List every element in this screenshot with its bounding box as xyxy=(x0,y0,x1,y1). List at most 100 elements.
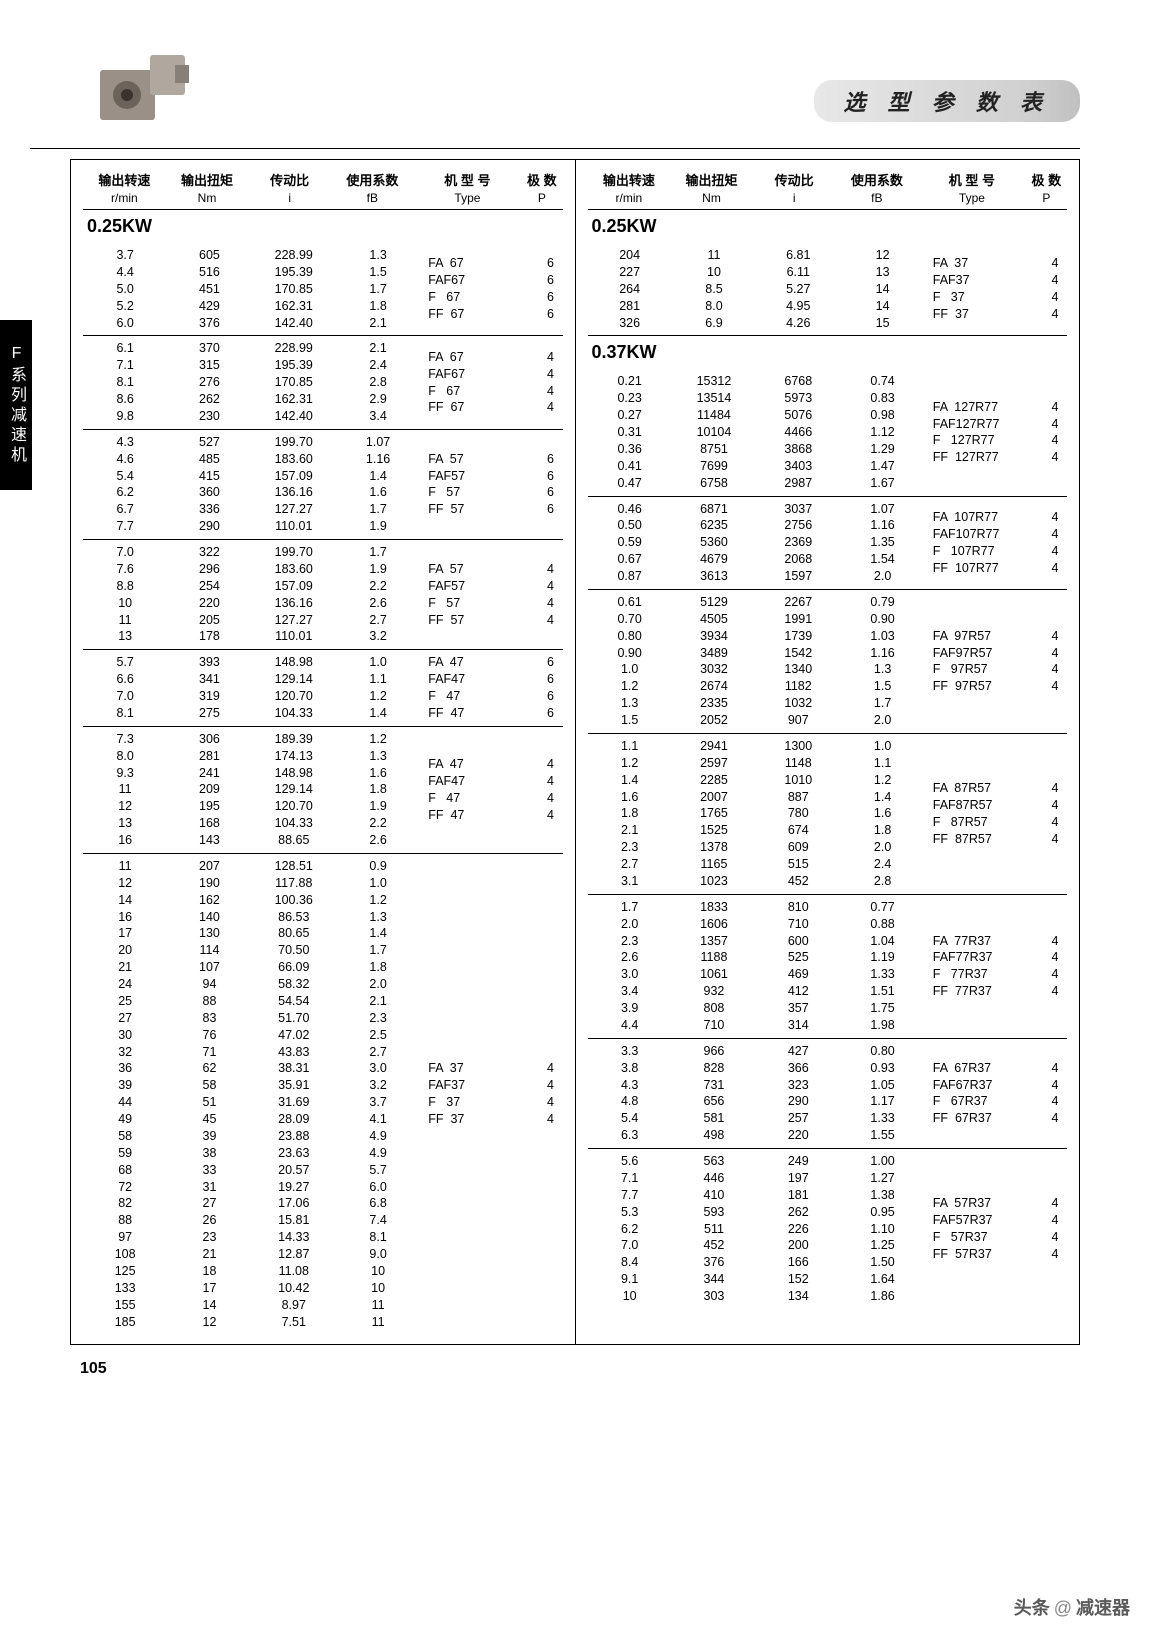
type-row: FA 374 xyxy=(933,255,1067,272)
table-row: 593823.634.9 xyxy=(83,1145,420,1162)
table-row: 10220136.162.6 xyxy=(83,595,420,612)
column-header: 输出转速r/min 输出扭矩Nm 传动比i 使用系数fB 机 型 号Type 极… xyxy=(588,170,1068,210)
data-group: 5.7393148.981.0 6.6341129.141.1 7.031912… xyxy=(83,650,563,727)
table-row: 822717.066.8 xyxy=(83,1195,420,1212)
table-row: 9.8230142.403.4 xyxy=(83,408,420,425)
type-row: FF 476 xyxy=(428,705,562,722)
type-row: FA 127R774 xyxy=(933,399,1067,416)
type-row: FAF127R774 xyxy=(933,416,1067,433)
type-row: FA 576 xyxy=(428,451,562,468)
table-row: 723119.276.0 xyxy=(83,1179,420,1196)
data-group: 0.46687130371.07 0.50623527561.16 0.5953… xyxy=(588,497,1068,590)
table-row: 227106.1113 xyxy=(588,264,925,281)
type-row: F 67R374 xyxy=(933,1093,1067,1110)
type-row: FA 67R374 xyxy=(933,1060,1067,1077)
table-row: 1614388.652.6 xyxy=(83,832,420,849)
table-row: 1713080.651.4 xyxy=(83,925,420,942)
data-table-container: 输出转速r/min 输出扭矩Nm 传动比i 使用系数fB 机 型 号Type 极… xyxy=(70,159,1080,1345)
table-row: 6.0376142.402.1 xyxy=(83,315,420,332)
table-row: 0.90348915421.16 xyxy=(588,645,925,662)
table-row: 14162100.361.2 xyxy=(83,892,420,909)
type-row: F 374 xyxy=(428,1094,562,1111)
kw-heading: 0.25KW xyxy=(87,216,563,237)
table-row: 6.1370228.992.1 xyxy=(83,340,420,357)
table-row: 278351.702.3 xyxy=(83,1010,420,1027)
table-row: 2.313576001.04 xyxy=(588,933,925,950)
type-row: FA 676 xyxy=(428,255,562,272)
table-row: 683320.575.7 xyxy=(83,1162,420,1179)
table-row: 4.86562901.17 xyxy=(588,1093,925,1110)
type-row: FF 574 xyxy=(428,612,562,629)
type-row: FAF67R374 xyxy=(933,1077,1067,1094)
table-row: 5.4415157.091.4 xyxy=(83,468,420,485)
table-row: 7.74101811.38 xyxy=(588,1187,925,1204)
table-row: 882615.817.4 xyxy=(83,1212,420,1229)
side-tab-label: F系列减速机 xyxy=(0,320,32,490)
type-row: FAF374 xyxy=(428,1077,562,1094)
table-row: 8.1276170.852.8 xyxy=(83,374,420,391)
table-row: 258854.542.1 xyxy=(83,993,420,1010)
table-row: 3.49324121.51 xyxy=(588,983,925,1000)
type-row: F 374 xyxy=(933,289,1067,306)
page-header: 选 型 参 数 表 xyxy=(30,50,1080,149)
table-row: 3.98083571.75 xyxy=(588,1000,925,1017)
data-group: 4.3527199.701.07 4.6485183.601.16 5.4415… xyxy=(83,430,563,540)
table-row: 6.7336127.271.7 xyxy=(83,501,420,518)
table-row: 8.6262162.312.9 xyxy=(83,391,420,408)
table-row: 13168104.332.2 xyxy=(83,815,420,832)
table-row: 6.34982201.55 xyxy=(588,1127,925,1144)
gearbox-icon xyxy=(90,40,190,130)
data-group: 6.1370228.992.1 7.1315195.392.4 8.127617… xyxy=(83,336,563,429)
type-row: FAF77R374 xyxy=(933,949,1067,966)
type-row: FF 576 xyxy=(428,501,562,518)
type-row: F 676 xyxy=(428,289,562,306)
table-row: 1.2267411821.5 xyxy=(588,678,925,695)
table-row: 1.520529072.0 xyxy=(588,712,925,729)
table-row: 3266.94.2615 xyxy=(588,315,925,332)
type-row: FA 77R374 xyxy=(933,933,1067,950)
footer-attribution: 头条@减速器 xyxy=(1014,1594,1130,1620)
table-row: 185127.5111 xyxy=(83,1314,420,1331)
table-row: 2818.04.9514 xyxy=(588,298,925,315)
data-group: 1.1294113001.0 1.2259711481.1 1.42285101… xyxy=(588,734,1068,895)
table-row: 2.611885251.19 xyxy=(588,949,925,966)
type-row: FA 97R574 xyxy=(933,628,1067,645)
type-row: FAF574 xyxy=(428,578,562,595)
type-row: F 107R774 xyxy=(933,543,1067,560)
table-row: 8.43761661.50 xyxy=(588,1254,925,1271)
type-row: F 97R574 xyxy=(933,661,1067,678)
table-row: 1.620078871.4 xyxy=(588,789,925,806)
type-row: FAF676 xyxy=(428,272,562,289)
type-row: F 674 xyxy=(428,383,562,400)
column-header: 输出转速r/min 输出扭矩Nm 传动比i 使用系数fB 机 型 号Type 极… xyxy=(83,170,563,210)
type-row: F 576 xyxy=(428,484,562,501)
table-row: 8.0281174.131.3 xyxy=(83,748,420,765)
table-row: 3.39664270.80 xyxy=(588,1043,925,1060)
table-row: 494528.094.1 xyxy=(83,1111,420,1128)
type-row: FAF374 xyxy=(933,272,1067,289)
table-row: 5.45812571.33 xyxy=(588,1110,925,1127)
table-row: 0.211531267680.74 xyxy=(588,373,925,390)
data-group: 11207128.510.9 12190117.881.0 14162100.3… xyxy=(83,854,563,1335)
type-row: F 87R574 xyxy=(933,814,1067,831)
table-row: 5.7393148.981.0 xyxy=(83,654,420,671)
table-row: 307647.022.5 xyxy=(83,1027,420,1044)
table-row: 9.13441521.64 xyxy=(588,1271,925,1288)
data-group: 3.7605228.991.3 4.4516195.391.5 5.045117… xyxy=(83,243,563,336)
page-number: 105 xyxy=(80,1360,1080,1378)
type-row: FF 77R374 xyxy=(933,983,1067,1000)
table-row: 2.115256741.8 xyxy=(588,822,925,839)
table-row: 3.010614691.33 xyxy=(588,966,925,983)
data-group: 5.65632491.00 7.14461971.27 7.74101811.3… xyxy=(588,1149,1068,1309)
footer-author: 减速器 xyxy=(1076,1598,1130,1618)
type-row: FAF107R774 xyxy=(933,526,1067,543)
table-row: 7.3306189.391.2 xyxy=(83,731,420,748)
data-group: 204116.8112 227106.1113 2648.55.2714 281… xyxy=(588,243,1068,336)
data-group: 1.718338100.77 2.016067100.88 2.31357600… xyxy=(588,895,1068,1039)
type-row: F 127R774 xyxy=(933,432,1067,449)
table-row: 327143.832.7 xyxy=(83,1044,420,1061)
table-row: 0.231351459730.83 xyxy=(588,390,925,407)
table-row: 4.4516195.391.5 xyxy=(83,264,420,281)
table-row: 7.0322199.701.7 xyxy=(83,544,420,561)
table-row: 4.37313231.05 xyxy=(588,1077,925,1094)
